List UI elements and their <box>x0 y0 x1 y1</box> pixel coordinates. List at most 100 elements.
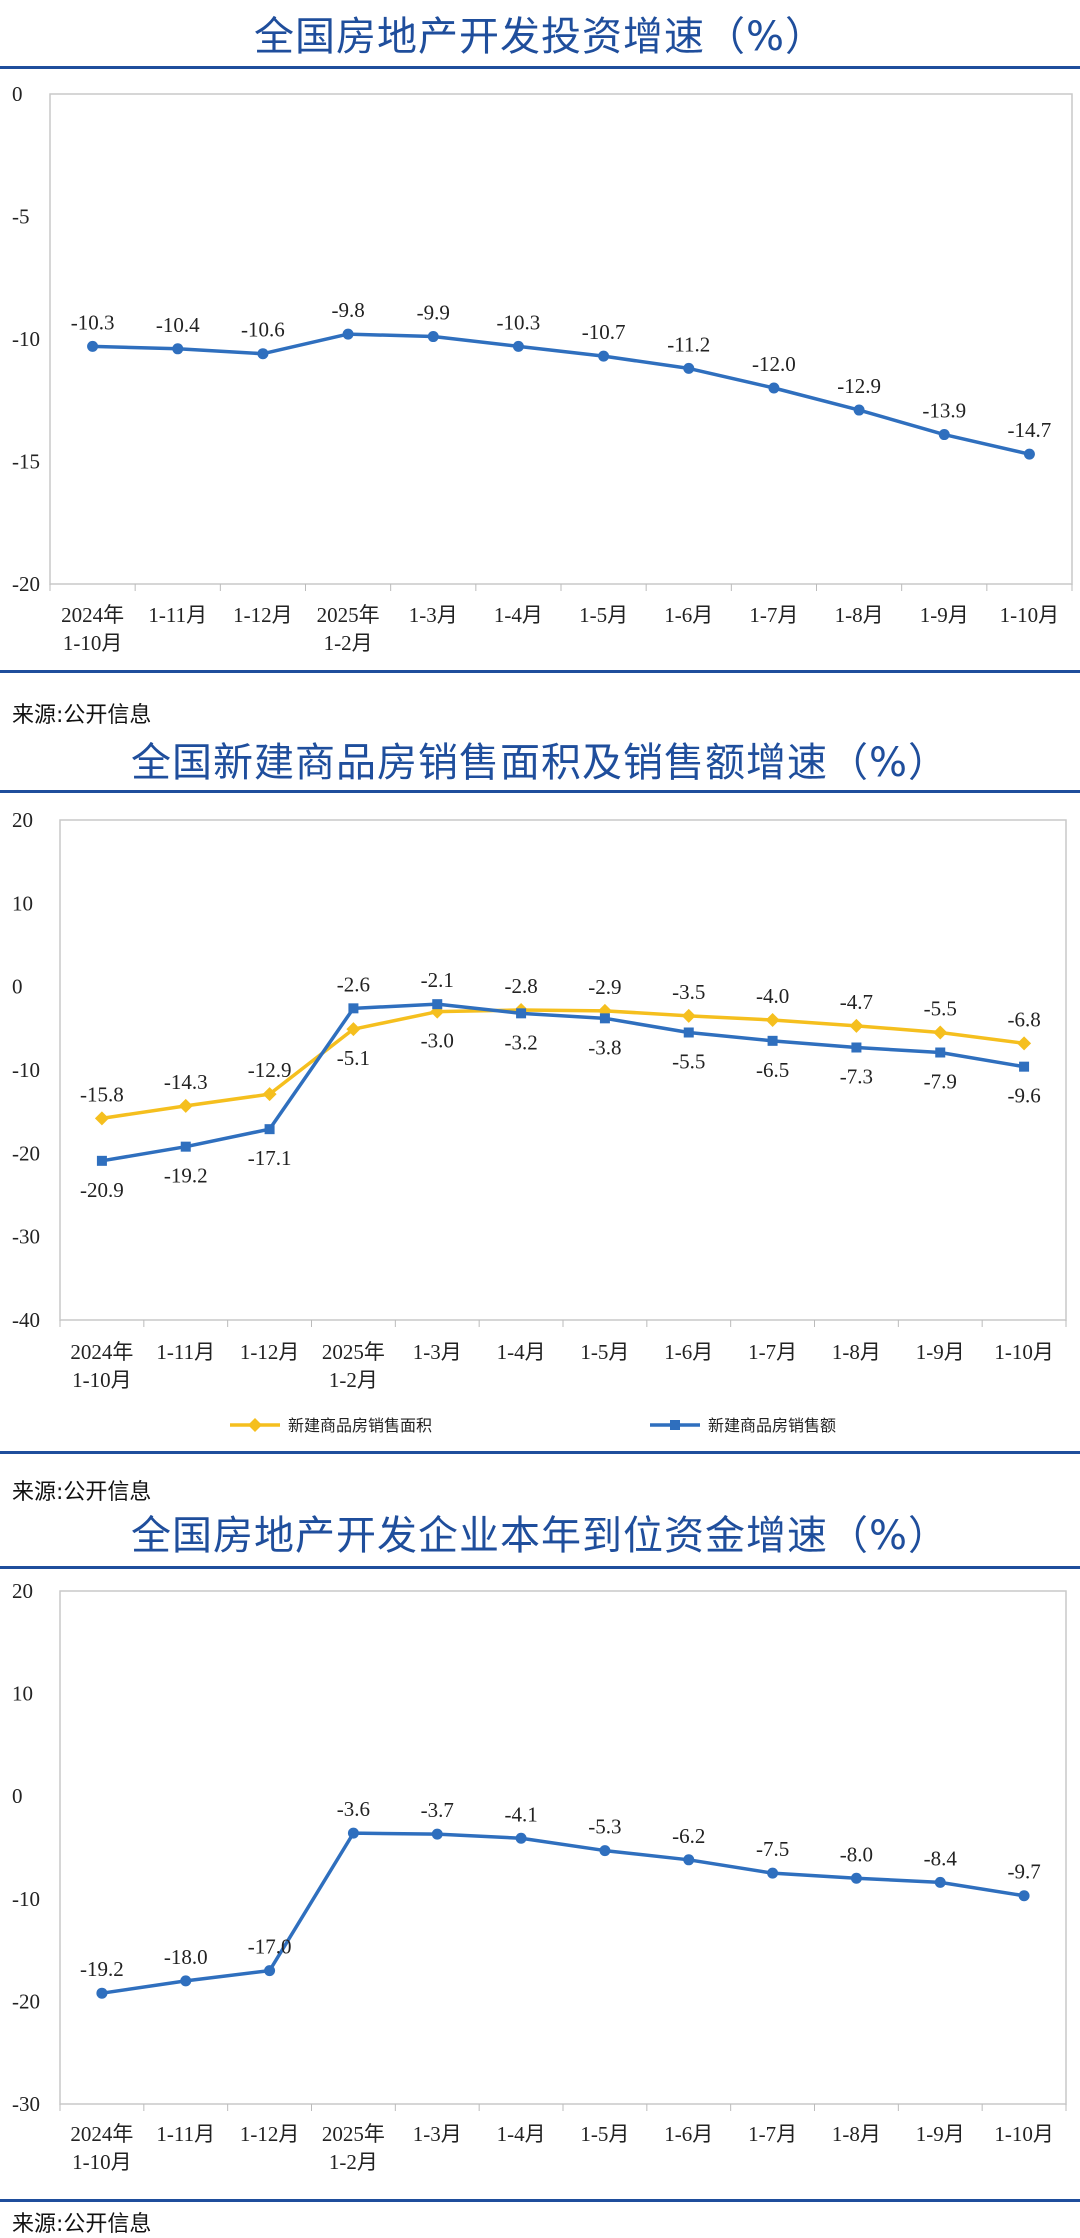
x-tick-label: 2025年 <box>322 1340 385 1364</box>
legend-label: 新建商品房销售额 <box>708 1416 836 1435</box>
data-label: -4.0 <box>756 984 789 1008</box>
chart1-investment-growth: 0 -5 -10 -15 -20 2024年 1-10月 1-11月 1-12月 2025年 1-2… <box>12 82 1073 655</box>
legend-swatch-marker <box>248 1418 262 1432</box>
y-tick-label: -40 <box>12 1308 40 1332</box>
y-tick-label: -10 <box>12 1887 40 1911</box>
data-label: -10.3 <box>71 310 115 334</box>
x-tick-label: 1-10月 <box>72 2150 132 2174</box>
data-label: -18.0 <box>164 1945 208 1969</box>
plot-frame <box>59 1590 1067 2105</box>
x-tick-label: 1-9月 <box>916 1340 965 1364</box>
plot-frame <box>49 93 1073 585</box>
data-point <box>599 1013 610 1024</box>
x-tick-label: 1-9月 <box>920 603 969 627</box>
data-label: -14.3 <box>164 1070 208 1094</box>
x-tick-label: 1-10月 <box>63 631 123 655</box>
plot-frame <box>59 819 1067 1321</box>
data-label: -3.8 <box>588 1035 621 1059</box>
chart3-funds-growth: 20 10 0 -10 -20 -30 2024年 1-10月 1-11月 1-12月 2025年 1… <box>12 1579 1067 2174</box>
data-label: -2.6 <box>337 972 370 996</box>
data-label: -13.9 <box>922 399 966 423</box>
data-point <box>512 340 524 352</box>
data-label: -5.1 <box>337 1046 370 1070</box>
data-point <box>427 331 439 343</box>
data-label: -3.7 <box>421 1798 454 1822</box>
data-label: -7.3 <box>840 1065 873 1089</box>
y-tick-label: -20 <box>12 1141 40 1165</box>
data-point <box>767 1867 779 1879</box>
data-label: -10.6 <box>241 318 285 342</box>
x-tick-label: 1-2月 <box>329 1368 378 1392</box>
data-point <box>683 1854 695 1866</box>
x-tick-label: 2024年 <box>70 1340 133 1364</box>
x-tick-label: 1-6月 <box>664 1340 713 1364</box>
x-tick-label: 1-8月 <box>832 2122 881 2146</box>
data-label: -2.8 <box>504 974 537 998</box>
chart1-title-rule <box>0 66 1080 69</box>
data-label: -4.1 <box>504 1802 537 1826</box>
data-point <box>264 1965 276 1977</box>
data-label: -5.5 <box>672 1050 705 1074</box>
y-tick-label: -15 <box>12 450 40 474</box>
y-tick-label: -30 <box>12 1225 40 1249</box>
x-tick-label: 1-12月 <box>233 603 293 627</box>
x-tick-label: 1-7月 <box>748 1340 797 1364</box>
data-label: -7.9 <box>924 1070 957 1094</box>
x-tick-label: 1-5月 <box>580 2122 629 2146</box>
data-label: -3.6 <box>337 1797 370 1821</box>
chart2-title: 全国新建商品房销售面积及销售额增速（%） <box>130 740 949 786</box>
data-label: -10.3 <box>497 310 541 334</box>
x-tick-label: 1-6月 <box>664 2122 713 2146</box>
data-point <box>598 350 610 362</box>
chart2-source: 来源:公开信息 <box>12 1480 152 1505</box>
x-tick-label: 1-10月 <box>994 2122 1054 2146</box>
data-point <box>1019 1061 1030 1072</box>
data-point <box>432 999 443 1010</box>
x-tick-label: 1-10月 <box>994 1340 1054 1364</box>
x-tick-label: 1-10月 <box>72 1368 132 1392</box>
y-tick-label: -10 <box>12 327 40 351</box>
data-point <box>849 1018 864 1033</box>
legend-label: 新建商品房销售面积 <box>288 1416 432 1435</box>
y-tick-label: -5 <box>12 205 30 229</box>
data-label: -8.4 <box>924 1846 958 1870</box>
data-label: -10.4 <box>156 313 200 337</box>
x-tick-label: 1-11月 <box>156 1340 215 1364</box>
y-tick-label: -20 <box>12 572 40 596</box>
x-tick-label: 2025年 <box>317 603 380 627</box>
data-label: -10.7 <box>582 320 626 344</box>
data-point <box>262 1087 277 1102</box>
data-point <box>180 1975 192 1987</box>
x-tick-label: 1-2月 <box>324 631 373 655</box>
data-point <box>768 382 780 394</box>
data-label: -9.8 <box>331 298 364 322</box>
data-point <box>172 343 184 355</box>
data-point <box>850 1872 862 1884</box>
data-label: -12.9 <box>248 1058 292 1082</box>
data-label: -9.6 <box>1007 1084 1040 1108</box>
data-point <box>264 1124 275 1135</box>
data-label: -14.7 <box>1008 418 1052 442</box>
data-label: -6.5 <box>756 1058 789 1082</box>
data-label: -6.2 <box>672 1824 705 1848</box>
x-tick-label: 1-11月 <box>148 603 207 627</box>
y-tick-label: 20 <box>12 1579 33 1603</box>
data-point <box>851 1042 862 1053</box>
data-label: -9.9 <box>417 301 450 325</box>
data-point <box>1017 1036 1032 1051</box>
data-label: -19.2 <box>80 1957 124 1981</box>
y-tick-label: 10 <box>12 1682 33 1706</box>
data-point <box>933 1025 948 1040</box>
x-tick-label: 1-10月 <box>1000 603 1060 627</box>
data-label: -4.7 <box>840 990 873 1014</box>
data-point <box>431 1828 443 1840</box>
data-label: -12.0 <box>752 352 796 376</box>
data-point <box>683 362 695 374</box>
data-point <box>257 348 269 360</box>
chart1-bottom-rule <box>0 670 1080 673</box>
data-label: -9.7 <box>1007 1860 1040 1884</box>
y-tick-label: 0 <box>12 82 23 106</box>
x-tick-label: 1-3月 <box>413 2122 462 2146</box>
x-tick-label: 1-11月 <box>156 2122 215 2146</box>
data-label: -5.3 <box>588 1815 621 1839</box>
